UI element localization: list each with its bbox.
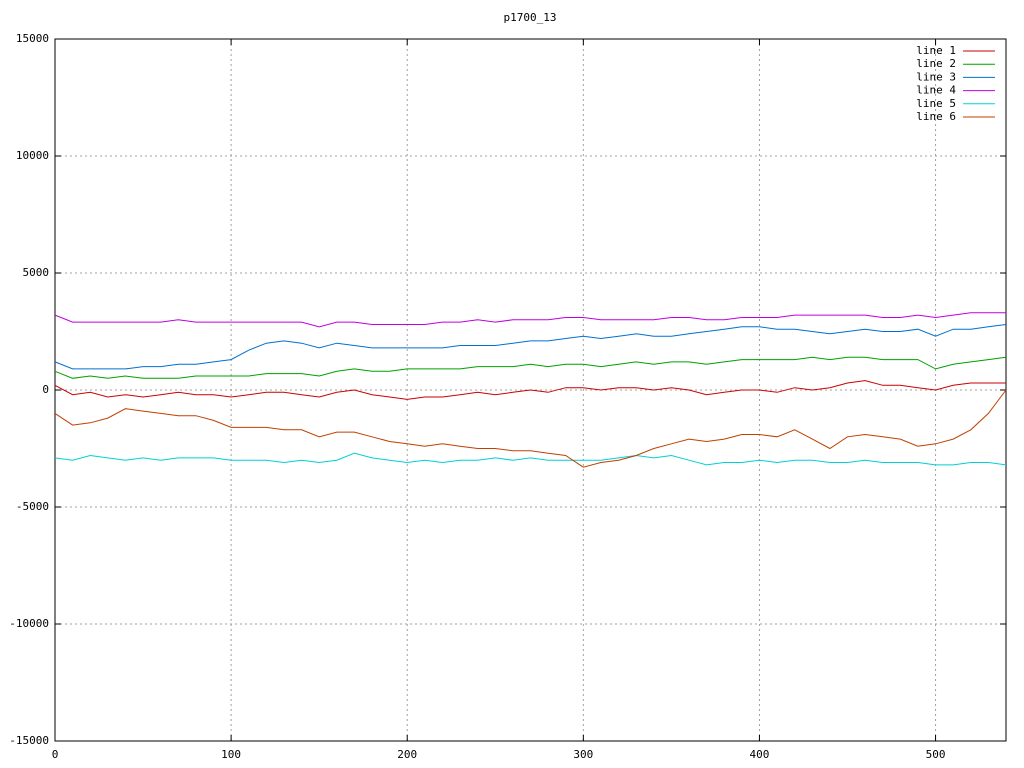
y-tick-label: -5000 <box>16 500 49 513</box>
y-tick-label: 5000 <box>23 266 50 279</box>
x-tick-label: 500 <box>926 748 946 761</box>
legend-label: line 1 <box>916 44 956 57</box>
data-line <box>54 324 1007 370</box>
x-tick-label: 100 <box>221 748 241 761</box>
data-line <box>54 389 1007 468</box>
legend-label: line 2 <box>916 57 956 70</box>
y-tick-label: 10000 <box>16 149 49 162</box>
legend-label: line 5 <box>916 97 956 110</box>
x-tick-label: 0 <box>52 748 59 761</box>
y-tick-label: 0 <box>42 383 49 396</box>
x-tick-label: 400 <box>750 748 770 761</box>
y-tick-label: 15000 <box>16 32 49 45</box>
data-line <box>54 312 1006 328</box>
y-tick-label: -15000 <box>9 734 49 747</box>
data-line <box>54 380 1006 400</box>
y-tick-label: -10000 <box>9 617 49 630</box>
x-tick-label: 300 <box>573 748 593 761</box>
legend-label: line 4 <box>916 84 956 97</box>
chart-title: p1700_13 <box>504 11 557 24</box>
x-tick-label: 200 <box>397 748 417 761</box>
data-line <box>54 452 1007 466</box>
data-line <box>54 356 1007 379</box>
legend-label: line 3 <box>916 70 956 83</box>
legend-label: line 6 <box>916 110 956 123</box>
